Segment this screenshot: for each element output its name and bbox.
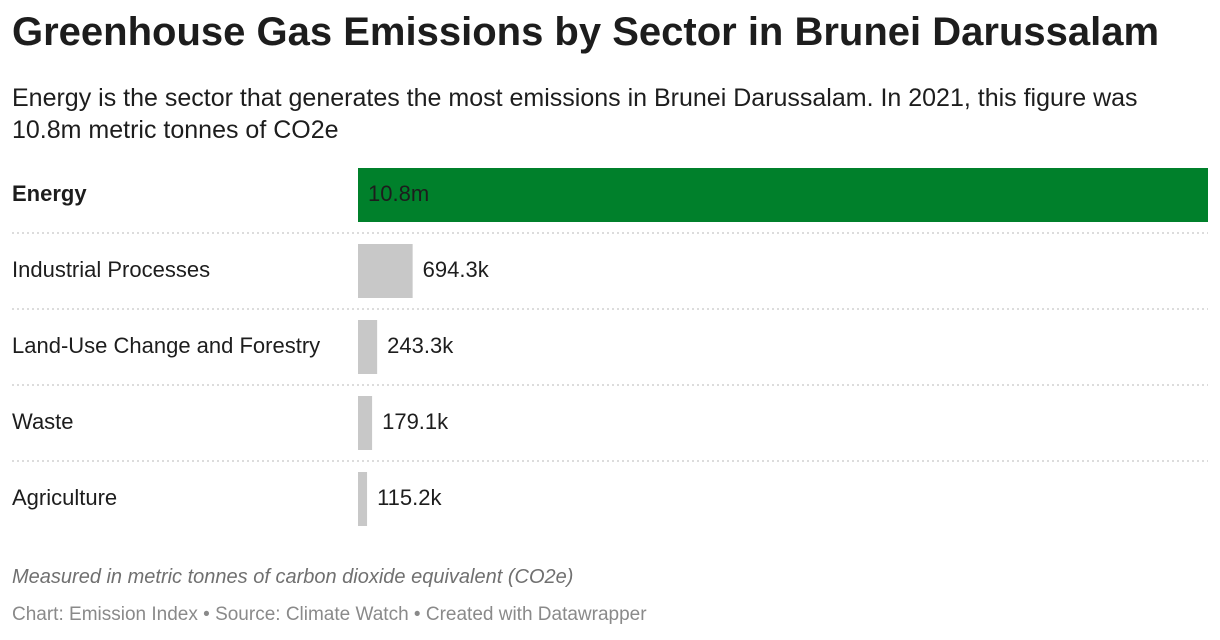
chart: Energy 10.8m Industrial Processes 694.3k Lan… xyxy=(12,168,1208,526)
bar xyxy=(358,472,368,526)
value-label: 115.2k xyxy=(377,485,442,510)
category-label: Energy xyxy=(12,181,87,206)
value-label: 243.3k xyxy=(387,333,454,358)
chart-title: Greenhouse Gas Emissions by Sector in Br… xyxy=(12,10,1160,54)
category-label: Industrial Processes xyxy=(12,257,210,282)
bar xyxy=(358,244,413,298)
chart-subtitle: Energy is the sector that generates the … xyxy=(12,84,1138,144)
category-label: Agriculture xyxy=(12,485,117,510)
value-label: 10.8m xyxy=(368,181,429,206)
category-label: Land-Use Change and Forestry xyxy=(12,333,320,358)
category-label: Waste xyxy=(12,409,74,434)
value-label: 179.1k xyxy=(382,409,449,434)
value-label: 694.3k xyxy=(423,257,490,282)
bar xyxy=(358,320,378,374)
bar xyxy=(358,396,373,450)
bar xyxy=(358,168,1208,222)
chart-source: Chart: Emission Index • Source: Climate … xyxy=(12,604,647,625)
chart-note: Measured in metric tonnes of carbon diox… xyxy=(12,566,574,588)
